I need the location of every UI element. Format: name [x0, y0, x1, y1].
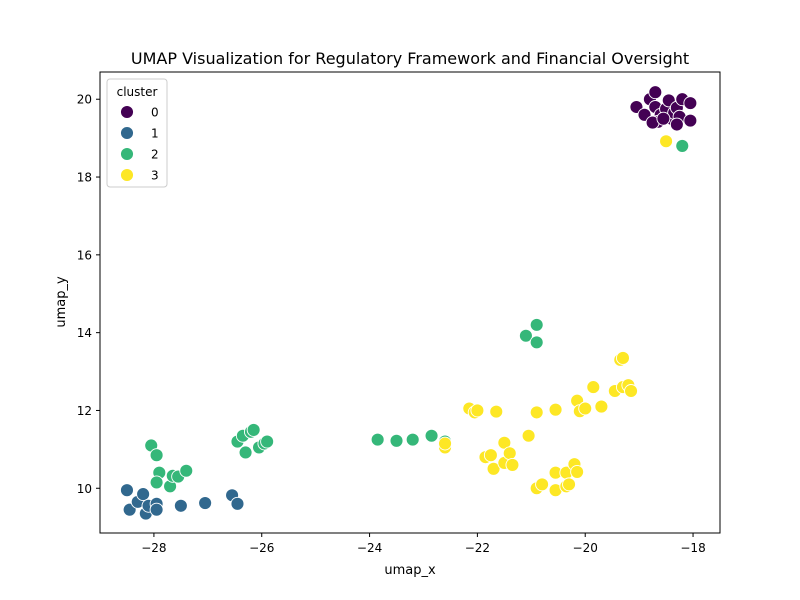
point-cluster-3-22	[483, 448, 498, 463]
legend-marker-3	[120, 168, 134, 182]
point-cluster-3-16	[616, 350, 630, 365]
legend-label-2: 2	[151, 148, 159, 162]
legend-marker-2	[120, 147, 134, 161]
legend-label-1: 1	[151, 127, 159, 141]
y-tick-label: 18	[77, 171, 92, 185]
x-tick-label: −28	[141, 541, 166, 555]
x-tick-label: −26	[249, 541, 274, 555]
legend-label-3: 3	[151, 169, 159, 183]
legend-marker-0	[120, 105, 134, 119]
point-cluster-2-21	[518, 328, 533, 343]
point-cluster-3-20	[438, 436, 452, 451]
legend-marker-1	[120, 126, 134, 140]
point-cluster-0-18	[656, 111, 671, 126]
point-cluster-2-14	[260, 434, 275, 449]
y-tick-label: 16	[77, 248, 92, 262]
point-cluster-1-7	[149, 502, 164, 517]
point-cluster-2-17	[389, 433, 404, 448]
point-cluster-3-0	[659, 134, 674, 149]
chart-title: UMAP Visualization for Regulatory Framew…	[131, 49, 689, 68]
x-tick-label: −20	[573, 541, 598, 555]
point-cluster-2-1	[149, 448, 164, 463]
point-cluster-2-16	[370, 432, 385, 447]
point-cluster-3-29	[535, 477, 550, 492]
x-axis-label: umap_x	[384, 563, 436, 578]
point-cluster-3-18	[624, 384, 638, 398]
legend-label-0: 0	[151, 106, 159, 120]
point-cluster-3-26	[502, 446, 517, 461]
points-layer	[120, 85, 698, 521]
point-cluster-3-4	[489, 404, 504, 419]
point-cluster-0-14	[669, 117, 684, 132]
point-cluster-2-18	[405, 432, 420, 447]
y-axis-label: umap_y	[54, 276, 69, 328]
point-cluster-3-6	[529, 405, 544, 420]
point-cluster-1-3	[136, 487, 151, 502]
y-tick-label: 20	[77, 93, 92, 107]
x-tick-label: −18	[680, 541, 705, 555]
point-cluster-2-23	[529, 335, 544, 350]
point-cluster-0-3	[648, 85, 663, 100]
y-tick-label: 12	[77, 404, 92, 418]
point-cluster-3-10	[578, 401, 593, 416]
plot-frame	[99, 71, 721, 534]
point-cluster-3-27	[505, 457, 520, 472]
point-cluster-0-16	[683, 113, 698, 128]
point-cluster-1-9	[198, 496, 213, 510]
point-cluster-1-8	[173, 498, 188, 513]
point-cluster-3-35	[570, 464, 585, 479]
x-tick-label: −24	[357, 541, 382, 555]
point-cluster-2-3	[149, 475, 164, 490]
x-axis: −28 −26 −24 −22 −20 −18	[141, 533, 706, 555]
y-tick-label: 10	[77, 482, 92, 496]
point-cluster-1-0	[120, 483, 134, 498]
y-tick-label: 14	[77, 326, 92, 340]
x-tick-label: −22	[465, 541, 490, 555]
point-cluster-2-15	[238, 445, 253, 460]
point-cluster-3-11	[594, 399, 609, 414]
point-cluster-3-5	[521, 428, 536, 443]
point-cluster-2-19	[424, 428, 439, 443]
point-cluster-3-23	[486, 461, 501, 476]
legend: cluster 0 1 2 3	[106, 78, 168, 188]
point-cluster-2-22	[529, 317, 544, 332]
point-cluster-3-12	[586, 380, 601, 395]
point-cluster-2-7	[179, 463, 194, 478]
point-cluster-3-3	[470, 403, 485, 418]
legend-box	[106, 78, 168, 188]
point-cluster-2-11	[246, 422, 261, 437]
point-cluster-0-15	[683, 96, 698, 111]
point-cluster-3-36	[562, 477, 576, 492]
legend-title: cluster	[117, 85, 158, 99]
point-cluster-2-24	[675, 138, 690, 153]
point-cluster-3-7	[548, 402, 563, 417]
point-cluster-1-11	[230, 496, 245, 511]
y-axis: 10 12 14 16 18 20	[77, 93, 100, 496]
